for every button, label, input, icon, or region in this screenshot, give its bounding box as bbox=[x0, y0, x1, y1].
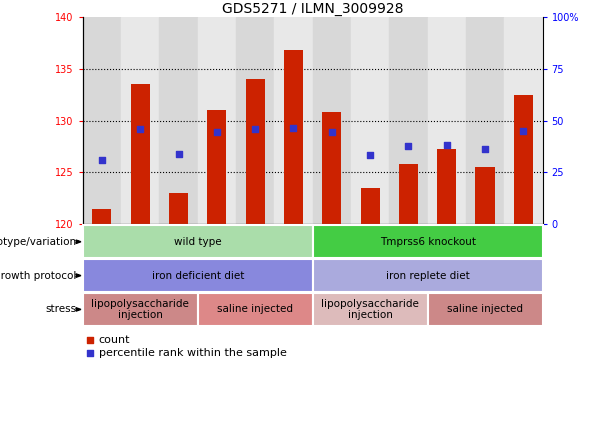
Point bbox=[97, 157, 107, 163]
Bar bbox=[93, 209, 112, 224]
Point bbox=[327, 129, 337, 135]
Bar bbox=[246, 79, 265, 224]
Bar bbox=[121, 17, 159, 224]
Bar bbox=[207, 110, 226, 224]
Bar bbox=[83, 17, 121, 224]
Bar bbox=[428, 293, 543, 326]
Bar bbox=[83, 259, 313, 292]
Title: GDS5271 / ILMN_3009928: GDS5271 / ILMN_3009928 bbox=[222, 2, 403, 16]
Text: iron replete diet: iron replete diet bbox=[386, 271, 470, 280]
Bar bbox=[476, 167, 495, 224]
Text: saline injected: saline injected bbox=[447, 305, 523, 314]
Bar bbox=[399, 164, 418, 224]
Text: stress: stress bbox=[45, 305, 77, 314]
Text: Tmprss6 knockout: Tmprss6 knockout bbox=[379, 237, 476, 247]
Bar bbox=[284, 50, 303, 224]
Bar bbox=[236, 17, 275, 224]
Text: iron deficient diet: iron deficient diet bbox=[151, 271, 244, 280]
Text: saline injected: saline injected bbox=[217, 305, 293, 314]
Point bbox=[250, 126, 260, 132]
Text: genotype/variation: genotype/variation bbox=[0, 237, 77, 247]
Point bbox=[289, 124, 299, 131]
Bar bbox=[514, 95, 533, 224]
Text: percentile rank within the sample: percentile rank within the sample bbox=[99, 349, 287, 358]
Point bbox=[480, 145, 490, 152]
Text: growth protocol: growth protocol bbox=[0, 271, 77, 280]
Bar bbox=[437, 148, 456, 224]
Bar bbox=[169, 193, 188, 224]
Text: lipopolysaccharide
injection: lipopolysaccharide injection bbox=[321, 299, 419, 320]
Bar bbox=[83, 225, 313, 258]
Bar bbox=[197, 17, 236, 224]
Bar bbox=[159, 17, 197, 224]
Point bbox=[442, 142, 452, 149]
Point bbox=[85, 337, 94, 344]
Point bbox=[403, 143, 413, 150]
Bar bbox=[83, 293, 197, 326]
Point bbox=[519, 128, 528, 135]
Bar bbox=[504, 17, 543, 224]
Point bbox=[173, 150, 183, 157]
Bar bbox=[131, 84, 150, 224]
Point bbox=[85, 350, 94, 357]
Point bbox=[135, 126, 145, 132]
Bar bbox=[322, 112, 341, 224]
Bar bbox=[275, 17, 313, 224]
Bar bbox=[197, 293, 313, 326]
Bar bbox=[313, 17, 351, 224]
Point bbox=[365, 151, 375, 158]
Bar bbox=[389, 17, 428, 224]
Bar bbox=[428, 17, 466, 224]
Point bbox=[212, 129, 222, 135]
Bar bbox=[466, 17, 504, 224]
Bar bbox=[313, 293, 428, 326]
Bar bbox=[313, 259, 543, 292]
Bar bbox=[360, 188, 379, 224]
Text: wild type: wild type bbox=[174, 237, 221, 247]
Bar bbox=[313, 225, 543, 258]
Bar bbox=[351, 17, 389, 224]
Text: lipopolysaccharide
injection: lipopolysaccharide injection bbox=[91, 299, 189, 320]
Text: count: count bbox=[99, 335, 131, 345]
